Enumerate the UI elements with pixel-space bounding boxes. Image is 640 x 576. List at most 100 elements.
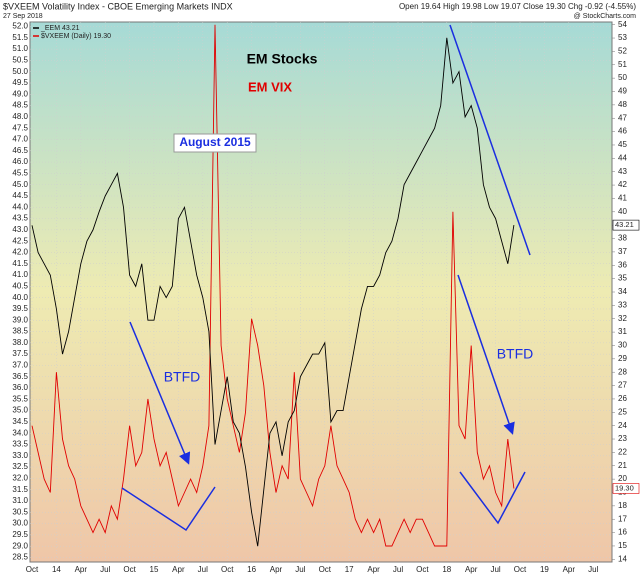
y-tick-label: 43.0 [12,225,28,234]
x-tick-label: 14 [52,565,61,574]
y-tick-label: 33.5 [12,440,28,449]
x-tick-label: Jul [588,565,598,574]
x-tick-label: Oct [221,565,234,574]
y2-tick-label: 49 [618,87,627,96]
x-tick-label: Apr [75,565,88,574]
quote: Open 19.64 High 19.98 Low 19.07 Close 19… [399,2,636,11]
y2-tick-label: 16 [618,528,627,537]
y2-tick-label: 52 [618,47,627,56]
annotation: EM Stocks [247,51,318,67]
x-tick-label: Oct [26,565,39,574]
y-tick-label: 38.0 [12,338,28,347]
y-tick-label: 32.5 [12,462,28,471]
y2-tick-label: 50 [618,73,627,82]
y2-tick-label: 40 [618,207,627,216]
legend-label: $VXEEM (Daily) 19.30 [41,33,111,40]
y2-tick-label: 29 [618,354,627,363]
trend-line [449,24,531,256]
y-tick-label: 42.5 [12,236,28,245]
x-tick-label: Oct [123,565,136,574]
y2-tick-label: 28 [618,367,627,376]
last-value-label: 19.30 [615,483,634,492]
x-tick-label: 16 [247,565,256,574]
y2-tick-label: 46 [618,127,627,136]
y2-tick-label: 30 [618,341,627,350]
y2-tick-label: 47 [618,113,627,122]
y2-tick-label: 34 [618,287,627,296]
y-tick-label: 47.0 [12,135,28,144]
arrow [129,321,191,465]
y2-tick-label: 42 [618,180,627,189]
x-tick-label: Jul [198,565,208,574]
y-tick-label: 42.0 [12,248,28,257]
y-tick-label: 32.0 [12,474,28,483]
y-tick-label: 51.0 [12,44,28,53]
y2-tick-label: 43 [618,167,627,176]
y2-tick-label: 38 [618,234,627,243]
y2-tick-label: 22 [618,448,627,457]
y-tick-label: 39.0 [12,315,28,324]
y2-tick-label: 14 [618,554,627,563]
y-tick-label: 30.0 [12,519,28,528]
y-tick-label: 44.5 [12,191,28,200]
y-tick-label: 48.5 [12,101,28,110]
y2-tick-label: 45 [618,140,627,149]
y-tick-label: 47.5 [12,123,28,132]
y-tick-label: 52.0 [12,22,28,31]
y2-tick-label: 37 [618,247,627,256]
y2-tick-label: 15 [618,541,627,550]
legend-label: _EEM 43.21 [40,25,80,32]
y-tick-label: 39.5 [12,304,28,313]
marks [30,22,615,562]
credit: @ StockCharts.com [574,13,637,20]
annotation: August 2015 [179,135,251,149]
y-tick-label: 30.5 [12,507,28,516]
y-tick-label: 46.5 [12,146,28,155]
last-value-box [612,483,640,494]
y2-tick-label: 20 [618,474,627,483]
y-tick-label: 35.5 [12,394,28,403]
x-tick-label: Jul [100,565,110,574]
y-tick-label: 50.5 [12,56,28,65]
y-tick-label: 40.0 [12,293,28,302]
y-tick-label: 48.0 [12,112,28,121]
y-tick-label: 28.5 [12,553,28,562]
y2-tick-label: 24 [618,421,627,430]
x-tick-label: 19 [540,565,549,574]
plot-area [29,21,613,563]
y-tick-label: 44.0 [12,202,28,211]
y2-tick-label: 33 [618,300,627,309]
x-tick-label: 15 [150,565,159,574]
y2-tick-label: 51 [618,60,627,69]
y-tick-label: 45.5 [12,168,28,177]
y2-tick-label: 36 [618,260,627,269]
arrow [457,274,515,435]
y-tick-label: 38.5 [12,327,28,336]
annotation: BTFD [497,346,534,362]
y-tick-label: 34.0 [12,428,28,437]
y-tick-label: 37.0 [12,361,28,370]
annotation: EM VIX [248,79,292,94]
y-tick-label: 49.5 [12,78,28,87]
x-tick-label: 18 [442,565,451,574]
y2-tick-label: 18 [618,501,627,510]
x-tick-label: Apr [172,565,185,574]
y2-tick-label: 17 [618,514,627,523]
y-tick-label: 29.0 [12,541,28,550]
y2-tick-label: 44 [618,153,627,162]
x-tick-label: Apr [270,565,283,574]
series-line [31,24,515,547]
y-tick-label: 31.0 [12,496,28,505]
subtitle: 27 Sep 2018 [3,13,43,20]
y-tick-label: 33.0 [12,451,28,460]
y2-tick-label: 32 [618,314,627,323]
y-tick-label: 34.5 [12,417,28,426]
y-tick-label: 49.0 [12,89,28,98]
x-tick-label: Jul [393,565,403,574]
y-tick-label: 40.5 [12,281,28,290]
trend-line [121,486,216,532]
y-tick-label: 43.5 [12,214,28,223]
x-tick-label: Jul [490,565,500,574]
trend-lines [121,24,531,532]
annotation: BTFD [164,369,201,385]
